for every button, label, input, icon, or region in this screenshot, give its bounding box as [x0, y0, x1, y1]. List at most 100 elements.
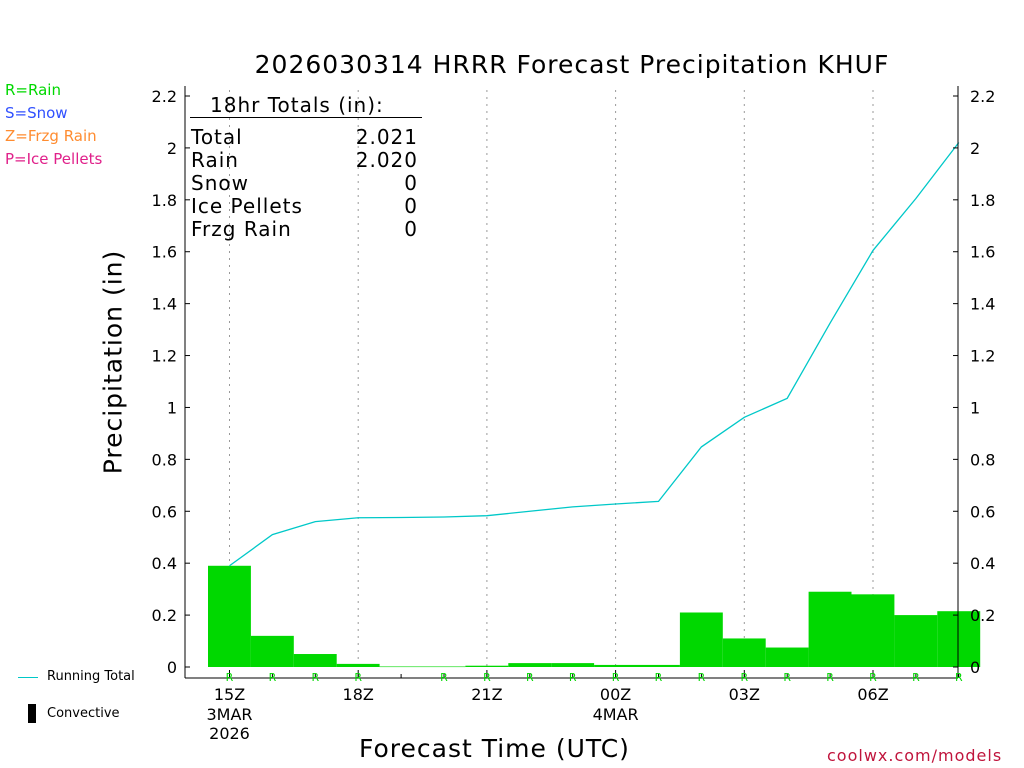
tick-labels: 0 00.2 0.20.4 0.40.6 0.60.8 0.81 11.2 1.21.4 1.4… [152, 87, 996, 743]
precip-type-marker: R [912, 671, 920, 684]
totals-label-total: Total [191, 125, 243, 149]
x-tick-label: 21Z [471, 685, 502, 704]
running-total-legend: Running Total [47, 669, 135, 684]
precip-type-marker: R [655, 671, 663, 684]
precip-bar [336, 663, 380, 667]
totals-label-rain: Rain [191, 148, 239, 172]
totals-value-frzg-rain: 0 [404, 217, 418, 241]
totals-label-ice-pellets: Ice Pellets [191, 194, 303, 218]
y-tick-label-left: 1.4 [152, 295, 177, 314]
precip-bar [937, 611, 981, 667]
precip-type-marker: R [354, 671, 362, 684]
x-tick-label: 15Z [214, 685, 245, 704]
legend-snow: S=Snow [5, 104, 68, 122]
totals-label-snow: Snow [191, 171, 249, 195]
precip-bar [637, 664, 680, 667]
precip-type-marker: R [269, 671, 277, 684]
credit-text: coolwx.com/models [827, 746, 1003, 765]
precip-type-marker: R [955, 671, 963, 684]
totals-box: 18hr Totals (in): Total 2.021 Rain 2.020… [0, 0, 422, 247]
precip-type-marker: R [526, 671, 534, 684]
y-tick-label-right: 1.6 [970, 243, 995, 262]
y-tick-label-left: 2 [167, 139, 177, 158]
precip-bar [808, 591, 852, 667]
convective-legend: Convective [47, 706, 120, 721]
totals-label-frzg-rain: Frzg Rain [191, 217, 292, 241]
totals-heading-underline [190, 117, 422, 118]
x-tick-sublabel: 3MAR [206, 705, 252, 724]
y-tick-label-left: 1.6 [152, 243, 177, 262]
running-total-series [229, 142, 960, 567]
running-total-line [229, 142, 960, 567]
precip-type-marker: R [483, 671, 491, 684]
y-tick-label-left: 1.8 [152, 191, 177, 210]
y-tick-label-left: 0.4 [152, 554, 177, 573]
precip-type-marker: R [826, 671, 834, 684]
y-tick-label-left: 0.2 [152, 606, 177, 625]
y-tick-label-left: 0.8 [152, 450, 177, 469]
convective-swatch [28, 704, 36, 723]
running-total-swatch [18, 677, 38, 678]
y-tick-label-left: 0.6 [152, 502, 177, 521]
precip-bar [465, 665, 509, 667]
x-tick-sublabel: 2026 [209, 724, 250, 743]
precip-type-marker: R [440, 671, 448, 684]
y-tick-label-right: 0.2 [970, 606, 995, 625]
x-tick-label: 00Z [600, 685, 631, 704]
totals-value-snow: 0 [404, 171, 418, 195]
precip-type-marker: R [783, 671, 791, 684]
y-tick-label-right: 0 [970, 658, 980, 677]
totals-value-total: 2.021 [355, 125, 418, 149]
legend-ice-pellets: P=Ice Pellets [5, 150, 103, 168]
precip-bar [894, 615, 938, 667]
grid-lines [229, 90, 874, 667]
totals-value-rain: 2.020 [355, 148, 418, 172]
bar-series [208, 565, 981, 668]
y-tick-label-right: 1.8 [970, 191, 995, 210]
legend-rain: R=Rain [5, 81, 61, 99]
y-tick-label-right: 1 [970, 398, 980, 417]
precip-type-marker: R [569, 671, 577, 684]
x-tick-label: 18Z [343, 685, 374, 704]
x-tick-label: 06Z [857, 685, 888, 704]
y-tick-label-right: 0.8 [970, 450, 995, 469]
precip-type-marker: R [226, 671, 234, 684]
y-tick-label-right: 1.2 [970, 347, 995, 366]
x-tick-sublabel: 4MAR [593, 705, 639, 724]
precip-bar [551, 663, 595, 667]
precip-bar [379, 666, 423, 668]
precip-bar [679, 612, 723, 667]
legend-frzg-rain: Z=Frzg Rain [5, 127, 97, 145]
precip-bar [722, 638, 766, 667]
precip-bar [508, 663, 552, 667]
y-tick-label-right: 1.4 [970, 295, 995, 314]
y-tick-label-left: 0 [167, 658, 177, 677]
y-tick-label-left: 1.2 [152, 347, 177, 366]
precip-bar [765, 647, 809, 667]
precip-bar [208, 565, 251, 667]
precip-type-marker: R [869, 671, 877, 684]
totals-heading: 18hr Totals (in): [210, 93, 384, 117]
x-tick-label: 03Z [729, 685, 760, 704]
precip-bar [293, 654, 337, 667]
precip-bar [594, 664, 637, 667]
x-axis-label: Forecast Time (UTC) [359, 734, 630, 763]
precip-type-marker: R [698, 671, 706, 684]
precip-type-marker: R [740, 671, 748, 684]
precip-bar [250, 635, 294, 667]
precip-bar [422, 666, 466, 668]
y-tick-label-right: 0.6 [970, 502, 995, 521]
y-tick-label-right: 0.4 [970, 554, 995, 573]
precip-bar [851, 594, 895, 667]
y-tick-label-right: 2 [970, 139, 980, 158]
chart-title: 2026030314 HRRR Forecast Precipitation K… [254, 50, 890, 79]
y-tick-label-right: 2.2 [970, 87, 995, 106]
totals-value-ice-pellets: 0 [404, 194, 418, 218]
y-axis-label: Precipitation (in) [98, 249, 128, 475]
y-tick-label-left: 1 [167, 398, 177, 417]
y-tick-label-left: 2.2 [152, 87, 177, 106]
axes [184, 86, 960, 679]
precip-type-marker: R [612, 671, 620, 684]
